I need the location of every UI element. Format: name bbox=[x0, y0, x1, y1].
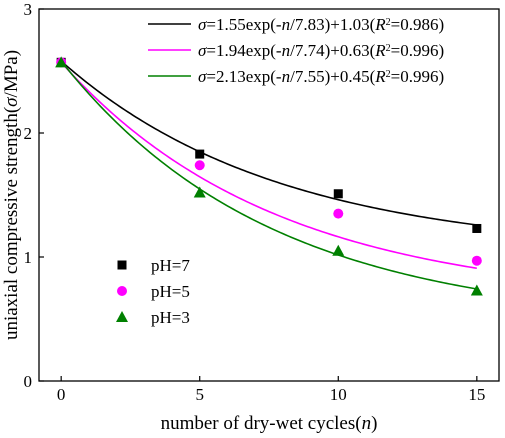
x-axis-label: number of dry-wet cycles(n) bbox=[161, 413, 378, 434]
data-point bbox=[193, 186, 206, 198]
legend-label: pH=5 bbox=[151, 282, 190, 301]
data-point bbox=[471, 255, 482, 266]
x-tick-label: 0 bbox=[57, 385, 66, 404]
fit-equation: σ=1.94exp(-n/7.74)+0.63(R2=0.996) bbox=[198, 41, 444, 60]
data-point bbox=[332, 244, 345, 256]
y-axis-label: uniaxial compressive strength(σ/MPa) bbox=[1, 50, 22, 340]
x-tick-label: 15 bbox=[468, 385, 485, 404]
axis-ticks: 0 5 10 15 0 1 2 3 bbox=[24, 0, 486, 404]
y-tick-label: 0 bbox=[24, 372, 33, 391]
fit-equations: σ=1.55exp(-n/7.83)+1.03(R2=0.986) σ=1.94e… bbox=[148, 15, 444, 86]
fit-curve bbox=[60, 61, 477, 270]
data-point bbox=[55, 56, 68, 68]
legend-marker bbox=[116, 311, 128, 322]
fit-curve bbox=[60, 60, 477, 226]
x-tick-label: 10 bbox=[330, 385, 347, 404]
data-point bbox=[195, 149, 205, 159]
legend-label: pH=3 bbox=[151, 308, 190, 327]
fit-curve bbox=[60, 60, 477, 290]
data-point bbox=[194, 160, 205, 171]
y-tick-label: 2 bbox=[24, 124, 33, 143]
legend: pH=7 pH=5 pH=3 bbox=[116, 256, 190, 327]
legend-marker bbox=[117, 260, 127, 270]
data-points bbox=[55, 56, 483, 296]
legend-marker bbox=[117, 286, 127, 296]
data-point bbox=[470, 284, 483, 296]
x-tick-label: 5 bbox=[195, 385, 204, 404]
fit-equation: σ=2.13exp(-n/7.55)+0.45(R2=0.996) bbox=[198, 67, 444, 86]
legend-label: pH=7 bbox=[151, 256, 190, 275]
plot-frame bbox=[38, 8, 500, 382]
y-tick-label: 1 bbox=[24, 248, 33, 267]
y-tick-label: 3 bbox=[24, 0, 33, 19]
fit-equation: σ=1.55exp(-n/7.83)+1.03(R2=0.986) bbox=[198, 15, 444, 34]
data-point bbox=[333, 208, 344, 219]
data-point bbox=[333, 189, 343, 199]
fit-curves bbox=[60, 60, 477, 290]
data-point bbox=[472, 223, 482, 233]
